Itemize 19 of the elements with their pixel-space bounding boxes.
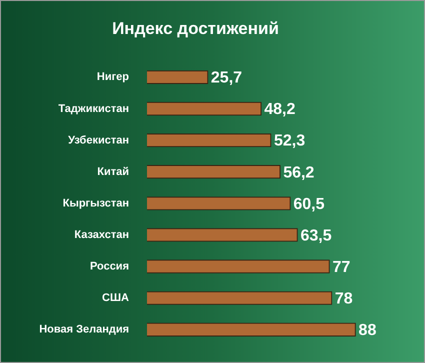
y-tick-label: Кыргызстан (62, 197, 129, 210)
chart-title: Индекс достижений (112, 18, 279, 38)
data-label: 77 (332, 258, 350, 276)
data-label: 48,2 (264, 101, 296, 118)
data-label: 25,7 (210, 70, 242, 87)
data-label: 63,5 (300, 227, 332, 244)
y-tick-label: Россия (90, 260, 129, 273)
data-label: 78 (334, 290, 353, 308)
data-label: 60,5 (293, 196, 325, 213)
y-tick-label: Казахстан (74, 228, 129, 241)
y-tick-label: Новая Зеландия (39, 324, 129, 336)
data-label: 88 (358, 322, 376, 340)
y-tick-label: Таджикистан (58, 102, 129, 115)
y-tick-label: Китай (97, 166, 129, 178)
data-label: 52,3 (274, 132, 306, 150)
y-tick-label: США (102, 292, 130, 304)
y-tick-label: Узбекистан (68, 134, 129, 146)
data-label: 56,2 (283, 164, 314, 182)
y-tick-label: Нигер (96, 71, 130, 84)
